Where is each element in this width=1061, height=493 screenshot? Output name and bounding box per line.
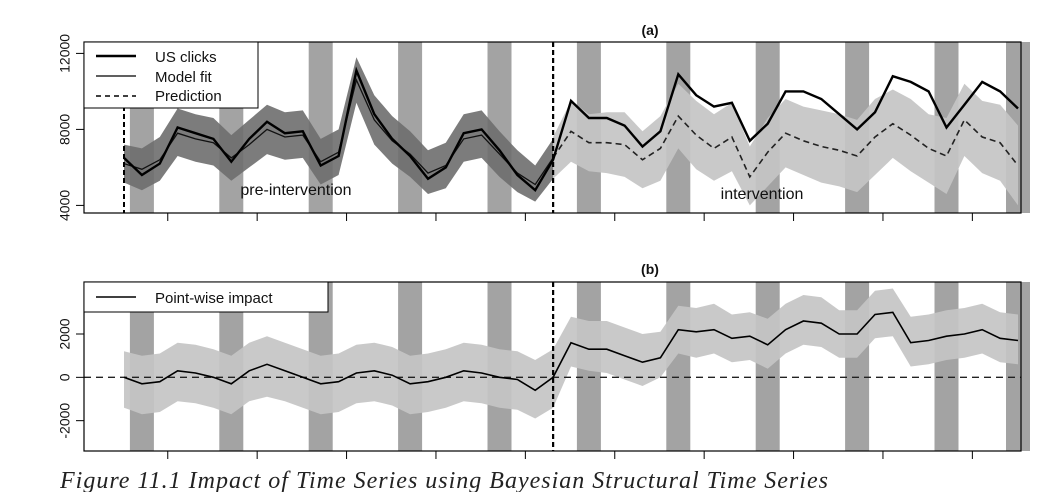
impact-band [124,288,1018,419]
legend-label-point-wise-impact: Point-wise impact [155,290,273,307]
panel-title: (a) [641,22,658,38]
legend-box [83,41,259,109]
intervention-label: intervention [721,186,804,203]
y-tick-label: -2000 [57,403,73,439]
legend: Point-wise impact [83,281,329,313]
point-wise-impact-line [123,311,1019,392]
panel-a: 4000 8000 12000 (a) pre-intervention inter… [57,22,1030,221]
y-axis: -2000 0 2000 [57,318,84,439]
weekend-bar [1006,282,1030,451]
panel-b: -2000 0 2000 (b) Point-wise impact [57,261,1030,459]
x-axis-ticks [167,213,973,221]
weekend-bar [934,282,959,451]
legend-label-prediction: Prediction [155,88,222,105]
y-tick-label: 4000 [57,190,73,221]
us-clicks-line [123,66,1019,193]
uncertainty-bands [124,288,1018,419]
series-lines [84,311,1021,392]
series-lines [123,66,1019,193]
plot-frame [83,41,1022,214]
prediction-line [552,114,1019,179]
legend-label-model-fit: Model fit [155,69,213,86]
y-tick-label: 0 [57,373,73,381]
y-tick-label: 8000 [57,114,73,145]
panel-title: (b) [641,261,659,277]
legend-label-us-clicks: US clicks [155,49,217,66]
prediction-band [553,83,1018,206]
y-axis: 4000 8000 12000 [57,34,84,221]
y-tick-label: 12000 [57,34,73,73]
figure-caption: Figure 11.1 Impact of Time Series using … [60,468,829,492]
legend: US clicks Model fit Prediction [83,41,259,109]
x-axis-ticks [167,451,973,459]
plot-frame [83,281,1022,452]
pre-intervention-label: pre-intervention [240,182,351,199]
y-tick-label: 2000 [57,318,73,349]
